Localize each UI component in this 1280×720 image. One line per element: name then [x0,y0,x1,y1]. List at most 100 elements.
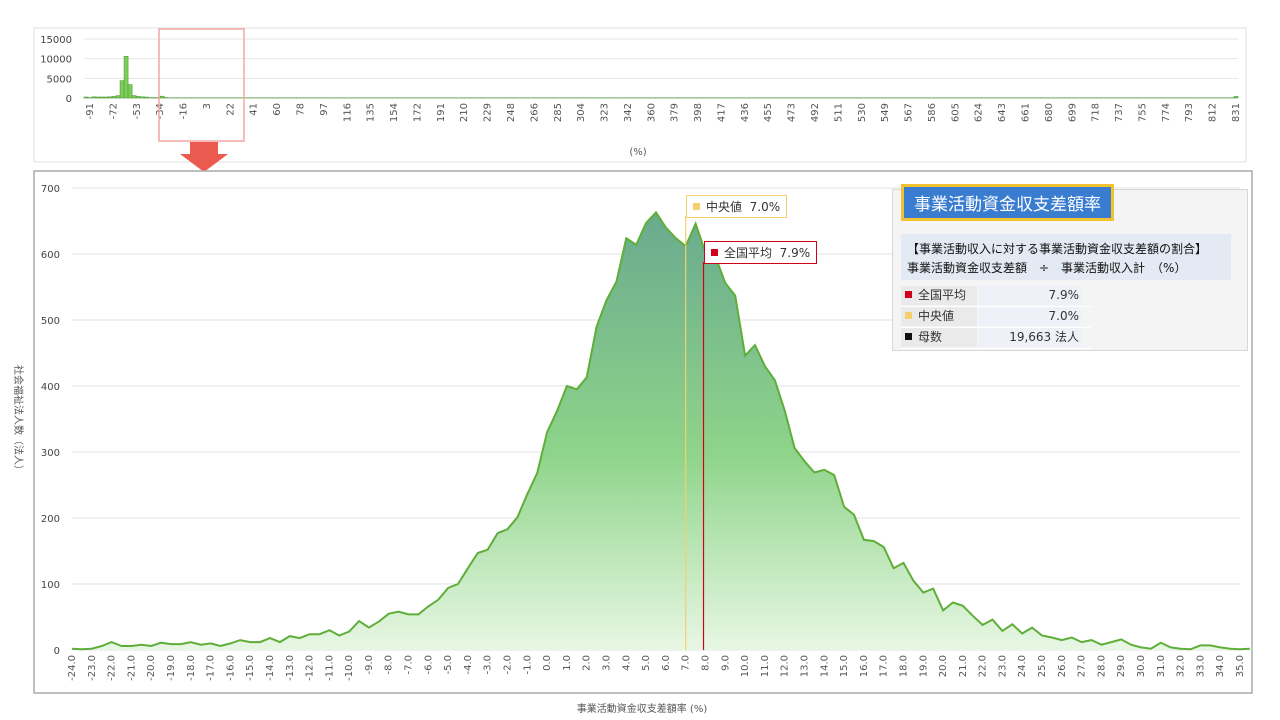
main-x-tick: -22.0 [107,655,118,681]
overview-x-tick: 737 [1114,103,1125,122]
overview-x-tick: 78 [295,103,306,116]
formula-box: 【事業活動収入に対する事業活動資金収支差額の割合】 事業活動資金収支差額 ÷ 事… [901,234,1231,280]
main-x-tick: -23.0 [87,655,98,681]
overview-x-label: (%) [629,147,646,158]
main-x-tick: 34.0 [1215,655,1226,677]
main-x-tick: 17.0 [879,655,890,677]
main-y-tick: 300 [41,448,60,459]
main-x-tick: -2.0 [503,655,514,675]
main-x-tick: 35.0 [1235,655,1246,677]
overview-x-tick: 60 [272,103,283,116]
overview-x-tick: 417 [716,103,727,122]
overview-x-tick: 210 [459,103,470,122]
overview-x-tick: 831 [1231,103,1242,122]
overview-x-tick: 624 [974,103,985,122]
main-y-tick: 700 [41,184,60,195]
main-x-tick: 26.0 [1057,655,1068,677]
main-x-tick: -13.0 [285,655,296,681]
count-legend-icon [905,333,912,340]
main-x-tick: 33.0 [1195,655,1206,677]
main-x-tick: 21.0 [958,655,969,677]
overview-x-tick: -16 [179,103,190,119]
main-y-label: 社会福祉法人数（法人） [12,365,25,475]
mean-marker-icon [711,249,718,256]
main-x-tick: 6.0 [661,655,672,671]
main-x-tick: -12.0 [305,655,316,681]
main-x-tick: -6.0 [423,655,434,675]
main-x-tick: 13.0 [799,655,810,677]
main-x-tick: 27.0 [1077,655,1088,677]
overview-x-tick: 22 [225,103,236,116]
overview-y-tick: 10000 [40,55,72,66]
overview-x-tick: 229 [483,103,494,122]
overview-x-tick: 661 [1021,103,1032,122]
main-x-tick: -8.0 [384,655,395,675]
overview-x-tick: 473 [787,103,798,122]
main-x-tick: 8.0 [700,655,711,671]
overview-x-tick: 436 [740,103,751,122]
overview-x-tick: 154 [389,103,400,122]
formula-line-2: 事業活動資金収支差額 ÷ 事業活動収入計 （%） [907,261,1187,275]
summary-label: 母数 [918,330,943,344]
overview-bar [127,84,133,99]
overview-x-tick: 718 [1091,103,1102,122]
main-x-tick: -11.0 [324,655,335,681]
median-marker-icon [693,203,700,210]
overview-x-tick: 699 [1067,103,1078,122]
main-x-tick: 24.0 [1017,655,1028,677]
main-x-tick: 29.0 [1116,655,1127,677]
main-x-tick: 25.0 [1037,655,1048,677]
overview-x-tick: -72 [108,103,119,119]
median-callout: 中央値 7.0% [686,195,788,218]
summary-row-mean: 全国平均 7.9% [901,286,1091,307]
overview-x-tick: 116 [342,103,353,122]
main-x-tick: 18.0 [898,655,909,677]
main-x-tick: -4.0 [463,655,474,675]
mean-legend-icon [905,291,912,298]
distribution-area [72,212,1250,650]
overview-x-tick: 172 [412,103,423,122]
overview-bar [159,95,165,99]
overview-x-tick: 398 [693,103,704,122]
main-x-tick: 20.0 [938,655,949,677]
main-x-tick: 7.0 [681,655,692,671]
distribution-line [71,210,1250,651]
main-y-tick: 600 [41,250,60,261]
overview-x-tick: 191 [436,103,447,122]
overview-x-tick: 97 [319,103,330,116]
main-x-tick: 22.0 [978,655,989,677]
main-x-tick: 30.0 [1136,655,1147,677]
overview-x-tick: 41 [249,103,260,116]
overview-x-tick: 304 [576,103,587,122]
overview-frame [33,27,1247,163]
summary-table: 全国平均 7.9% 中央値 7.0% 母数 19,663 法人 [901,286,1091,349]
overview-x-tick: 342 [623,103,634,122]
overview-x-tick: 680 [1044,103,1055,122]
overview-x-tick: 643 [997,103,1008,122]
overview-y-tick: 15000 [40,35,72,46]
main-x-tick: 28.0 [1096,655,1107,677]
zoom-selection-box[interactable] [158,28,245,142]
main-x-tick: -5.0 [443,655,454,675]
main-x-tick: 11.0 [760,655,771,677]
main-x-tick: 14.0 [819,655,830,677]
overview-x-tick: 135 [366,103,377,122]
summary-row-count: 母数 19,663 法人 [901,328,1091,349]
main-x-tick: -1.0 [522,655,533,675]
overview-x-tick: 755 [1137,103,1148,122]
overview-x-tick: 3 [202,103,213,109]
main-x-tick: 23.0 [997,655,1008,677]
overview-x-tick: 323 [600,103,611,122]
median-callout-label: 中央値 [706,200,743,214]
median-callout-value: 7.0% [749,200,781,214]
main-x-tick: -9.0 [364,655,375,675]
main-x-label: 事業活動資金収支差額率 (%) [577,702,708,715]
main-x-tick: 0.0 [542,655,553,671]
main-x-tick: 5.0 [641,655,652,671]
overview-x-tick: -91 [85,103,96,119]
summary-label: 全国平均 [918,288,967,302]
overview-x-tick: 492 [810,103,821,122]
main-x-tick: -21.0 [126,655,137,681]
